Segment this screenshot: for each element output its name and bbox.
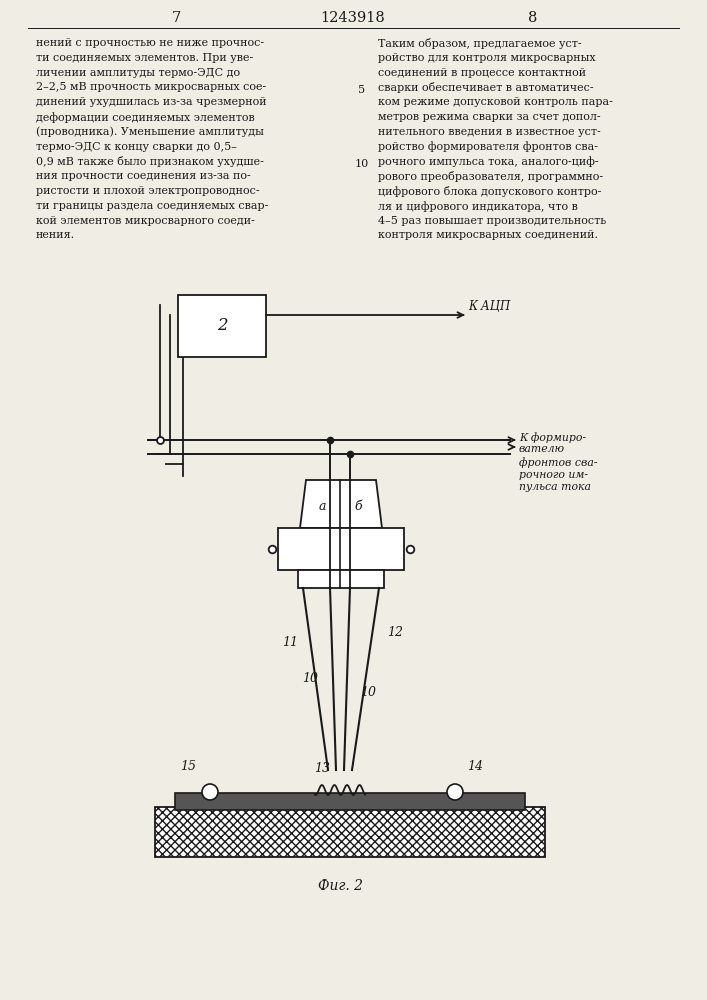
Text: ния прочности соединения из-за по-: ния прочности соединения из-за по- xyxy=(36,171,251,181)
Text: 14: 14 xyxy=(467,760,483,773)
Bar xyxy=(155,807,545,857)
Text: пульса тока: пульса тока xyxy=(519,482,591,492)
Text: К АЦП: К АЦП xyxy=(468,300,510,313)
Text: рового преобразователя, программно-: рового преобразователя, программно- xyxy=(378,171,603,182)
Text: динений ухудшилась из-за чрезмерной: динений ухудшилась из-за чрезмерной xyxy=(36,97,267,107)
Text: вателю: вателю xyxy=(519,444,565,454)
Text: деформации соединяемых элементов: деформации соединяемых элементов xyxy=(36,112,255,123)
Text: сварки обеспечивает в автоматичес-: сварки обеспечивает в автоматичес- xyxy=(378,82,594,93)
Text: 4–5 раз повышает производительность: 4–5 раз повышает производительность xyxy=(378,216,606,226)
Text: 12: 12 xyxy=(387,626,403,640)
Circle shape xyxy=(202,784,218,800)
Bar xyxy=(278,528,404,570)
Text: нения.: нения. xyxy=(36,230,75,240)
Text: 0,9 мВ также было признаком ухудше-: 0,9 мВ также было признаком ухудше- xyxy=(36,156,264,167)
Text: фронтов сва-: фронтов сва- xyxy=(519,457,597,468)
Text: 10: 10 xyxy=(355,159,369,169)
Text: 13: 13 xyxy=(314,762,330,775)
Text: термо-ЭДС к концу сварки до 0,5–: термо-ЭДС к концу сварки до 0,5– xyxy=(36,142,237,152)
Bar xyxy=(155,807,545,857)
Text: цифрового блока допускового контро-: цифрового блока допускового контро- xyxy=(378,186,602,197)
Text: личении амплитуды термо-ЭДС до: личении амплитуды термо-ЭДС до xyxy=(36,68,240,78)
Circle shape xyxy=(447,784,463,800)
Text: 2: 2 xyxy=(216,318,228,334)
Text: 8: 8 xyxy=(528,11,538,25)
Text: 11: 11 xyxy=(282,637,298,650)
Text: К формиро-: К формиро- xyxy=(519,432,586,443)
Text: Фиг. 2: Фиг. 2 xyxy=(317,879,363,893)
Text: Таким образом, предлагаемое уст-: Таким образом, предлагаемое уст- xyxy=(378,38,582,49)
Text: метров режима сварки за счет допол-: метров режима сварки за счет допол- xyxy=(378,112,601,122)
Text: ристости и плохой электропроводнос-: ристости и плохой электропроводнос- xyxy=(36,186,259,196)
Text: б: б xyxy=(354,499,362,512)
Text: а: а xyxy=(318,499,326,512)
Text: рочного импульса тока, аналого-циф-: рочного импульса тока, аналого-циф- xyxy=(378,156,599,167)
Text: ти границы раздела соединяемых свар-: ти границы раздела соединяемых свар- xyxy=(36,201,269,211)
Text: (проводника). Уменьшение амплитуды: (проводника). Уменьшение амплитуды xyxy=(36,127,264,137)
Text: 7: 7 xyxy=(171,11,180,25)
Bar xyxy=(178,295,266,357)
Text: нительного введения в известное уст-: нительного введения в известное уст- xyxy=(378,127,601,137)
Text: нений с прочностью не ниже прочнос-: нений с прочностью не ниже прочнос- xyxy=(36,38,264,48)
Polygon shape xyxy=(300,480,382,528)
Text: рочного им-: рочного им- xyxy=(519,470,588,480)
Text: ройство формирователя фронтов сва-: ройство формирователя фронтов сва- xyxy=(378,142,598,152)
Text: 10: 10 xyxy=(302,672,318,684)
Text: ля и цифрового индикатора, что в: ля и цифрового индикатора, что в xyxy=(378,201,578,212)
Text: 10: 10 xyxy=(360,686,376,700)
Text: кой элементов микросварного соеди-: кой элементов микросварного соеди- xyxy=(36,216,255,226)
Text: контроля микросварных соединений.: контроля микросварных соединений. xyxy=(378,230,598,240)
Text: 2–2,5 мВ прочность микросварных сое-: 2–2,5 мВ прочность микросварных сое- xyxy=(36,82,267,92)
Bar xyxy=(298,570,384,588)
Text: 1243918: 1243918 xyxy=(321,11,385,25)
Text: 15: 15 xyxy=(180,760,196,773)
Text: ройство для контроля микросварных: ройство для контроля микросварных xyxy=(378,53,595,63)
Text: ком режиме допусковой контроль пара-: ком режиме допусковой контроль пара- xyxy=(378,97,613,107)
Bar xyxy=(175,793,525,810)
Text: соединений в процессе контактной: соединений в процессе контактной xyxy=(378,68,586,78)
Text: 5: 5 xyxy=(358,85,366,95)
Text: ти соединяемых элементов. При уве-: ти соединяемых элементов. При уве- xyxy=(36,53,253,63)
